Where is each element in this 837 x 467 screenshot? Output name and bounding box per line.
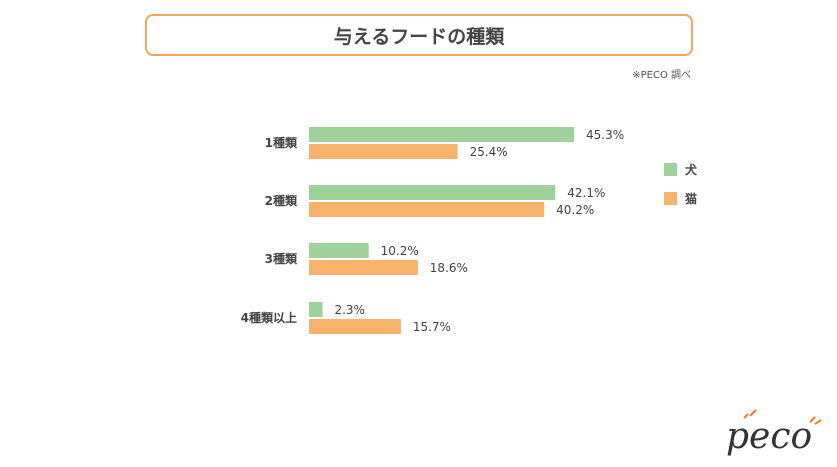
value-label: 45.3% xyxy=(586,128,624,142)
bar-dog xyxy=(309,302,323,317)
peco-logo: peco xyxy=(726,409,822,457)
chart-title: 与えるフードの種類 xyxy=(333,25,505,48)
value-label: 10.2% xyxy=(381,244,419,258)
category-label: 4種類以上 xyxy=(241,310,297,325)
bar-dog xyxy=(309,243,369,258)
category-label: 2種類 xyxy=(265,193,298,208)
bar-cat xyxy=(309,260,418,275)
legend-swatch-cat xyxy=(664,192,677,205)
value-label: 15.7% xyxy=(413,320,451,334)
category-label: 1種類 xyxy=(265,135,298,150)
value-label: 25.4% xyxy=(470,145,508,159)
value-label: 2.3% xyxy=(334,303,365,317)
bar-cat xyxy=(309,144,458,159)
logo-accent-icon-right xyxy=(809,416,822,425)
legend-swatch-dog xyxy=(664,163,677,176)
chart-title-box: 与えるフードの種類 xyxy=(145,14,693,56)
value-label: 40.2% xyxy=(556,203,594,217)
legend-label: 猫 xyxy=(685,191,697,206)
category-label: 3種類 xyxy=(265,251,298,266)
value-label: 18.6% xyxy=(430,261,468,275)
bar-cat xyxy=(309,319,401,334)
source-note: ※PECO 調べ xyxy=(632,70,691,81)
bar-dog xyxy=(309,185,556,200)
bar-cat xyxy=(309,202,545,217)
logo-accent-icon xyxy=(743,409,757,419)
value-label: 42.1% xyxy=(567,186,605,200)
logo-wordmark: peco xyxy=(726,416,812,457)
legend-label: 犬 xyxy=(685,162,698,177)
bar-dog xyxy=(309,127,574,142)
